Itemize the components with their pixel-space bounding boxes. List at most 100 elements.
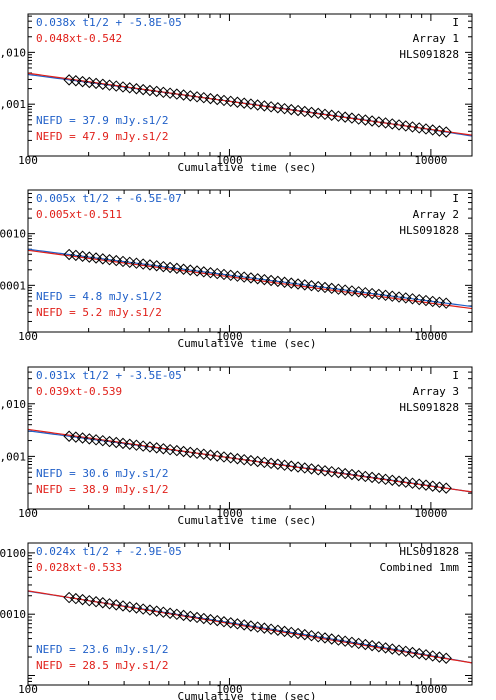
data-point (171, 444, 183, 457)
data-point (211, 93, 223, 106)
fit-curves (28, 72, 472, 137)
plot-frame (27, 542, 473, 686)
data-point (177, 445, 190, 458)
data-point (184, 264, 197, 276)
data-point (258, 456, 271, 469)
data-point (218, 616, 230, 628)
data-point (305, 280, 318, 292)
data-point (400, 476, 412, 488)
data-point (373, 116, 385, 128)
data-point (352, 469, 365, 482)
data-point (130, 257, 143, 269)
data-point (225, 95, 237, 108)
data-point (251, 273, 264, 285)
data-point (70, 431, 82, 443)
data-point (379, 117, 392, 129)
data-point (278, 625, 291, 638)
data-point (110, 599, 122, 611)
panel-label: Combined 1mm (380, 561, 460, 574)
data-point (359, 638, 372, 651)
data-point (150, 442, 163, 454)
data-point (130, 83, 143, 95)
data-point (184, 610, 197, 623)
panel-label: HLS091828 (399, 401, 459, 414)
data-point (440, 297, 452, 309)
data-point (319, 108, 331, 120)
plot-frame (27, 189, 473, 333)
data-point (440, 126, 452, 138)
data-point (171, 88, 183, 100)
data-point (366, 115, 378, 127)
y-tick-label: ,0010 (0, 608, 26, 621)
data-point (366, 287, 378, 300)
x-tick-label: 100 (18, 154, 38, 167)
data-point (137, 440, 149, 452)
data-point (339, 111, 351, 123)
data-point (433, 296, 446, 309)
nefd-sqrt-label: NEFD = 30.6 mJy.s1/2 (36, 467, 168, 480)
x-tick-label: 1000 (216, 683, 243, 696)
data-point (292, 461, 304, 473)
y-tick-label: ,0100 (0, 547, 26, 560)
data-point (231, 453, 244, 465)
nefd-power-label: NEFD = 28.5 mJy.s1/2 (36, 659, 168, 672)
data-point (319, 632, 331, 644)
data-point (400, 645, 412, 658)
data-point (144, 604, 156, 616)
data-point (150, 605, 163, 617)
data-point (204, 92, 217, 105)
y-tick-label: ,0010 (0, 228, 26, 241)
data-point (63, 74, 75, 86)
data-point (238, 97, 250, 109)
data-point (319, 281, 331, 294)
tick-marks (27, 189, 472, 332)
data-point (278, 459, 291, 471)
data-point (440, 652, 452, 664)
data-point (393, 119, 405, 131)
nefd-power-label: NEFD = 38.9 mJy.s1/2 (36, 483, 168, 496)
data-point (225, 452, 237, 464)
data-point (265, 274, 277, 287)
data-point (191, 447, 203, 460)
data-point (325, 282, 338, 295)
tick-marks (27, 366, 472, 510)
data-point (433, 125, 446, 137)
data-point (406, 646, 419, 659)
power-fit-line (28, 249, 472, 310)
data-point (386, 290, 399, 302)
data-point (339, 467, 351, 480)
data-point (218, 451, 230, 463)
data-point (379, 642, 392, 654)
data-point (157, 443, 170, 455)
data-point (164, 443, 176, 456)
power-fit-line (28, 72, 472, 136)
data-point (70, 75, 82, 87)
data-point (413, 647, 425, 660)
data-point (117, 600, 129, 612)
data-point (319, 465, 331, 477)
data-point (265, 457, 277, 470)
data-point (70, 592, 82, 605)
data-point (265, 101, 277, 113)
data-point (258, 273, 271, 286)
data-point (373, 472, 385, 485)
data-point (211, 614, 223, 627)
data-point (144, 441, 156, 453)
data-point (150, 260, 163, 272)
sqrt-fit-equation: 0.031x t1/2 + -3.5E-05 (36, 369, 182, 382)
data-point (184, 90, 197, 102)
power-fit-equation: 0.028xt-0.533 (36, 561, 122, 574)
stokes-tag: I (452, 16, 459, 29)
data-point (204, 267, 217, 279)
data-point (130, 602, 143, 614)
x-tick-label: 10000 (414, 330, 447, 343)
data-point (346, 112, 358, 124)
data-point (191, 611, 203, 624)
data-point (90, 77, 102, 90)
data-point (420, 479, 432, 491)
data-point (76, 250, 89, 262)
data-point (218, 268, 230, 281)
data-point (76, 432, 89, 444)
x-tick-label: 100 (18, 330, 38, 343)
y-tick-label: ,001 (0, 98, 26, 111)
